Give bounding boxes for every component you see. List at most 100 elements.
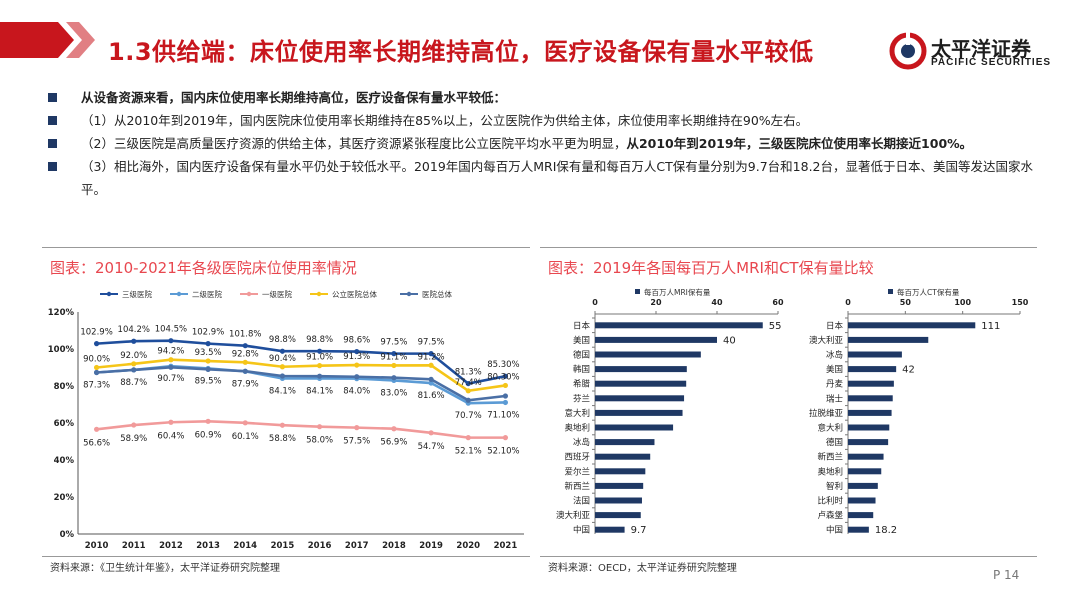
- bar: [848, 336, 929, 343]
- data-point: [168, 364, 174, 370]
- left-chart-source: 资料来源：《卫生统计年鉴》，太平洋证券研究院整理: [50, 563, 280, 574]
- right-chart-source: 资料来源：OECD，太平洋证券研究院整理: [548, 563, 737, 574]
- y-tick-label: 美国: [573, 335, 590, 346]
- y-tick-label: 美国: [826, 364, 843, 375]
- data-point: [428, 430, 434, 436]
- data-label: 85.30%: [487, 360, 519, 370]
- bar: [595, 512, 641, 519]
- bullet-square-icon: [48, 116, 57, 125]
- bar: [595, 526, 625, 533]
- data-label: 81.3%: [455, 368, 482, 378]
- bullet-item: 从设备资源来看，国内床位使用率长期维持高位，医疗设备保有量水平较低：: [48, 86, 1038, 109]
- data-point: [502, 382, 509, 389]
- data-point: [205, 341, 211, 347]
- data-label: 60.4%: [157, 431, 184, 441]
- data-point: [168, 419, 174, 425]
- data-point: [242, 420, 248, 426]
- data-label: 97.5%: [380, 338, 407, 348]
- legend-label: 三级医院: [122, 289, 152, 299]
- bar: [848, 497, 876, 504]
- x-tick-label: 2020: [456, 541, 480, 551]
- x-tick-label: 40: [711, 298, 723, 307]
- data-point: [465, 435, 471, 441]
- x-tick-label: 2010: [85, 541, 109, 551]
- bar: [848, 380, 894, 387]
- data-label: 9.7: [631, 525, 647, 534]
- bar: [595, 380, 687, 387]
- left-panel-bottom-rule: [42, 556, 530, 557]
- legend-label: 每百万人CT保有量: [897, 287, 960, 297]
- header-red-tab: [0, 22, 95, 58]
- bar: [848, 395, 893, 402]
- bullet-text: （1）从2010年到2019年，国内医院床位使用率长期维持在85%以上，公立医院…: [81, 113, 809, 128]
- y-tick-label: 爱尔兰: [564, 466, 590, 477]
- y-tick-label: 卢森堡: [817, 510, 843, 521]
- data-label: 55: [769, 321, 782, 332]
- data-label: 81.6%: [418, 391, 445, 401]
- logo-text-en: PACIFIC SECURITIES: [931, 57, 1052, 68]
- data-label: 104.5%: [155, 325, 187, 335]
- y-tick-label: 澳大利亚: [809, 335, 844, 346]
- company-logo: 太平洋证券 PACIFIC SECURITIES: [889, 31, 1059, 73]
- data-label: 40: [723, 335, 736, 346]
- y-tick-label: 意大利: [564, 408, 590, 419]
- data-label: 90.0%: [83, 355, 110, 365]
- data-label: 18.2: [875, 525, 897, 534]
- data-label: 56.9%: [380, 438, 407, 448]
- y-tick-label: 德国: [826, 437, 843, 448]
- data-label: 84.1%: [269, 386, 296, 396]
- data-point: [465, 397, 471, 403]
- data-label: 98.8%: [269, 335, 296, 345]
- legend-swatch: [635, 289, 640, 294]
- y-tick-label: 冰岛: [573, 437, 590, 448]
- y-tick-label: 中国: [826, 525, 843, 534]
- data-label: 101.8%: [229, 330, 261, 340]
- x-tick-label: 2017: [345, 541, 369, 551]
- data-label: 102.9%: [192, 328, 224, 338]
- y-tick-label: 比利时: [817, 496, 843, 507]
- data-point: [502, 393, 509, 399]
- data-point: [93, 369, 100, 376]
- x-tick-label: 2012: [159, 541, 183, 551]
- bar: [595, 395, 685, 402]
- x-tick-label: 2021: [494, 541, 518, 551]
- legend-swatch: [888, 289, 893, 294]
- x-tick-label: 100: [954, 298, 971, 307]
- data-point: [502, 373, 509, 379]
- bullet-item: （2）三级医院是高质量医疗资源的供给主体，其医疗资源紧张程度比公立医院平均水平更…: [48, 132, 1038, 155]
- y-tick-label: 德国: [573, 350, 590, 361]
- bar: [595, 322, 763, 329]
- y-tick-label: 瑞士: [826, 393, 844, 404]
- data-label: 111: [981, 321, 1000, 332]
- x-tick-label: 2019: [419, 541, 443, 551]
- bar: [848, 468, 882, 475]
- data-point: [354, 348, 360, 355]
- right-panel-top-rule: [540, 247, 1037, 248]
- data-label: 52.10%: [487, 447, 519, 457]
- x-tick-label: 2018: [382, 541, 406, 551]
- page-title: 1.3供给端：床位使用率长期维持高位，医疗设备保有量水平较低: [108, 38, 814, 66]
- x-tick-label: 60: [772, 298, 784, 307]
- x-tick-label: 2016: [308, 541, 332, 551]
- y-tick-label: 奥地利: [817, 466, 843, 477]
- bar: [848, 424, 890, 431]
- data-label: 88.7%: [120, 378, 147, 388]
- data-point: [316, 424, 323, 430]
- bullet-square-icon: [48, 162, 57, 171]
- data-point: [354, 425, 360, 431]
- data-label: 58.9%: [120, 434, 147, 444]
- data-label: 97.5%: [418, 338, 445, 348]
- data-label: 91.2%: [418, 352, 445, 362]
- data-label: 60.1%: [232, 432, 259, 442]
- data-point: [391, 362, 397, 369]
- data-point: [316, 348, 323, 354]
- page-number: P 14: [993, 568, 1020, 582]
- data-label: 71.10%: [487, 410, 519, 420]
- bar: [848, 322, 976, 329]
- series-line: [96, 420, 506, 439]
- data-point: [391, 426, 397, 432]
- y-tick-label: 芬兰: [573, 393, 590, 404]
- bullet-text: （3）相比海外，国内医疗设备保有量水平仍处于较低水平。2019年国内每百万人MR…: [81, 159, 1033, 197]
- data-point: [391, 351, 397, 357]
